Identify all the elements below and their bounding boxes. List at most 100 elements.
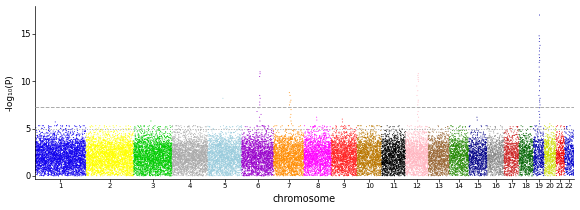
Point <box>382 157 391 160</box>
Point <box>154 144 164 147</box>
Point <box>466 154 475 157</box>
Point <box>358 155 368 159</box>
Point <box>489 150 498 154</box>
Point <box>272 154 281 157</box>
Point <box>191 158 201 161</box>
Point <box>48 140 57 144</box>
Point <box>53 144 62 148</box>
Point <box>274 158 283 161</box>
Point <box>481 156 491 159</box>
Point <box>126 161 135 165</box>
Point <box>525 152 534 155</box>
Point <box>169 172 178 175</box>
Point <box>531 163 540 166</box>
Point <box>470 146 480 149</box>
Point <box>377 163 386 166</box>
Point <box>342 149 351 152</box>
Point <box>361 146 371 149</box>
Point <box>376 171 385 174</box>
Point <box>142 144 151 148</box>
Point <box>336 133 346 136</box>
Point <box>292 158 302 161</box>
Point <box>361 136 371 139</box>
Point <box>360 144 369 148</box>
Point <box>391 141 400 145</box>
Point <box>285 146 294 150</box>
Point <box>530 152 539 155</box>
Point <box>469 163 478 166</box>
Point <box>205 170 215 173</box>
Point <box>427 137 436 140</box>
Point <box>213 144 223 148</box>
Point <box>417 173 426 176</box>
Point <box>130 155 140 158</box>
Point <box>196 161 205 164</box>
Point <box>140 168 150 171</box>
Point <box>350 161 360 165</box>
Point <box>290 154 299 157</box>
Point <box>482 156 491 160</box>
Point <box>118 161 127 165</box>
Point <box>400 171 409 174</box>
Point <box>42 131 51 134</box>
Point <box>418 171 427 174</box>
Point <box>397 161 407 165</box>
Point <box>398 164 408 168</box>
Point <box>376 138 386 141</box>
Point <box>504 159 513 162</box>
Point <box>130 147 139 150</box>
Point <box>68 156 77 160</box>
Point <box>211 153 220 156</box>
Point <box>88 145 97 148</box>
Point <box>88 157 97 161</box>
Point <box>90 163 99 167</box>
Point <box>204 147 213 150</box>
Point <box>313 130 322 133</box>
Point <box>266 151 275 155</box>
Point <box>468 153 477 156</box>
Point <box>134 148 143 151</box>
Point <box>335 159 344 162</box>
Point <box>469 170 478 173</box>
Point <box>151 138 161 141</box>
Point <box>359 144 368 148</box>
Point <box>389 160 398 163</box>
Point <box>378 161 387 165</box>
Point <box>532 153 541 156</box>
Point <box>59 159 68 163</box>
Point <box>567 159 576 162</box>
Point <box>419 156 429 160</box>
Point <box>373 162 382 165</box>
Point <box>128 173 137 177</box>
Point <box>306 139 316 143</box>
Point <box>355 149 364 152</box>
Point <box>288 162 298 165</box>
Point <box>216 143 225 146</box>
Point <box>95 153 104 156</box>
Point <box>441 157 450 160</box>
Point <box>198 171 207 175</box>
Point <box>460 165 469 168</box>
Point <box>504 151 513 154</box>
Point <box>245 160 254 163</box>
Point <box>44 147 53 150</box>
Point <box>169 163 178 166</box>
Point <box>279 163 288 166</box>
Point <box>340 139 349 143</box>
Point <box>530 151 539 155</box>
Point <box>323 169 332 172</box>
Point <box>398 163 408 166</box>
Point <box>399 152 408 156</box>
Point <box>66 167 75 170</box>
Point <box>427 148 436 152</box>
Point <box>61 136 71 139</box>
Point <box>430 171 440 175</box>
Point <box>142 170 151 173</box>
Point <box>97 172 107 175</box>
Point <box>317 149 327 152</box>
Point <box>426 150 435 154</box>
Point <box>85 157 94 160</box>
Point <box>148 168 158 172</box>
Point <box>567 145 576 149</box>
Point <box>164 154 173 158</box>
